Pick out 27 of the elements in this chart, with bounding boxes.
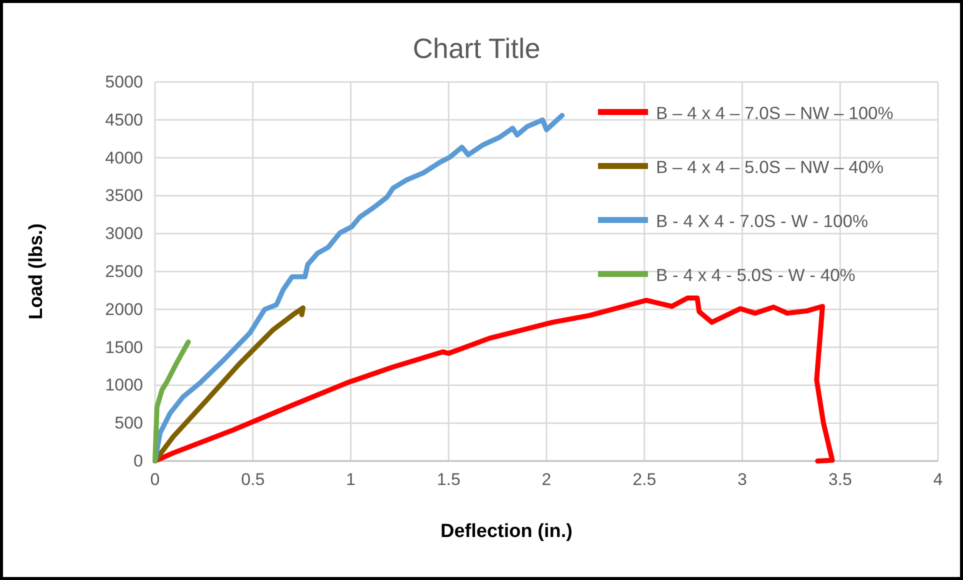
y-tick-label: 500 <box>114 414 143 433</box>
x-tick-label: 0 <box>150 470 160 490</box>
chart-title: Chart Title <box>412 33 540 64</box>
y-tick-label: 2500 <box>105 262 143 281</box>
y-tick-label: 0 <box>134 451 143 470</box>
x-tick-label: 2 <box>542 470 552 490</box>
legend-label: B - 4 x 4 - 5.0S - W - 40% <box>656 265 856 285</box>
x-tick-label: 3.5 <box>828 470 852 490</box>
y-tick-label: 4000 <box>105 148 143 168</box>
y-tick-label: 5000 <box>105 72 143 92</box>
y-tick-label: 1500 <box>105 338 143 357</box>
x-tick-label: 2.5 <box>632 470 656 490</box>
legend-label: B – 4 x 4 – 7.0S – NW – 100% <box>656 103 894 123</box>
y-axis-title: Load (lbs.) <box>26 223 47 320</box>
y-tick-label: 3500 <box>105 186 143 206</box>
y-tick-label: 4500 <box>105 110 143 130</box>
x-axis-title: Deflection (in.) <box>440 521 572 542</box>
x-tick-label: 1 <box>346 470 356 490</box>
x-tick-label: 3 <box>738 470 747 490</box>
x-tick-label: 4 <box>933 470 943 490</box>
x-tick-label: 0.5 <box>241 470 265 490</box>
x-tick-label: 1.5 <box>436 470 460 490</box>
y-tick-label: 1000 <box>105 376 143 395</box>
y-tick-label: 2000 <box>105 300 143 319</box>
legend-label: B - 4 X 4 - 7.0S - W - 100% <box>656 211 868 231</box>
y-tick-label: 3000 <box>105 224 143 244</box>
legend-label: B – 4 x 4 – 5.0S – NW – 40% <box>656 157 884 177</box>
